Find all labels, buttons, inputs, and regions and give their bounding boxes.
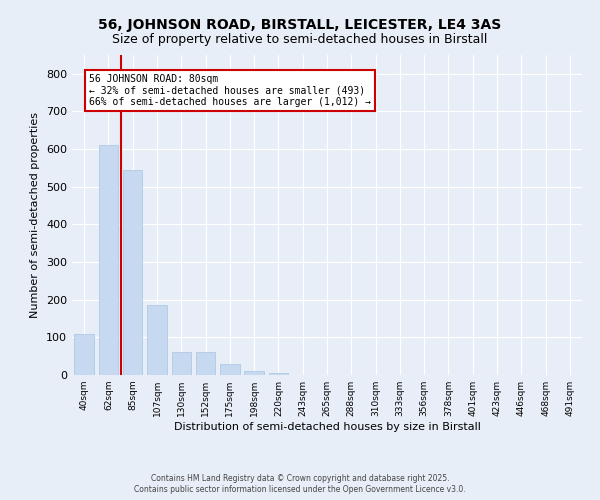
Bar [99,146,118,375]
Bar [74,334,94,375]
Text: 56, JOHNSON ROAD, BIRSTALL, LEICESTER, LE4 3AS: 56, JOHNSON ROAD, BIRSTALL, LEICESTER, L… [98,18,502,32]
Text: Size of property relative to semi-detached houses in Birstall: Size of property relative to semi-detach… [112,32,488,46]
Bar [123,170,142,375]
Bar [172,352,191,375]
Text: 56 JOHNSON ROAD: 80sqm
← 32% of semi-detached houses are smaller (493)
66% of se: 56 JOHNSON ROAD: 80sqm ← 32% of semi-det… [89,74,371,107]
Bar [244,371,264,375]
Bar [147,306,167,375]
Bar [269,373,288,375]
Text: Contains HM Land Registry data © Crown copyright and database right 2025.
Contai: Contains HM Land Registry data © Crown c… [134,474,466,494]
X-axis label: Distribution of semi-detached houses by size in Birstall: Distribution of semi-detached houses by … [173,422,481,432]
Y-axis label: Number of semi-detached properties: Number of semi-detached properties [31,112,40,318]
Bar [220,364,239,375]
Bar [196,352,215,375]
